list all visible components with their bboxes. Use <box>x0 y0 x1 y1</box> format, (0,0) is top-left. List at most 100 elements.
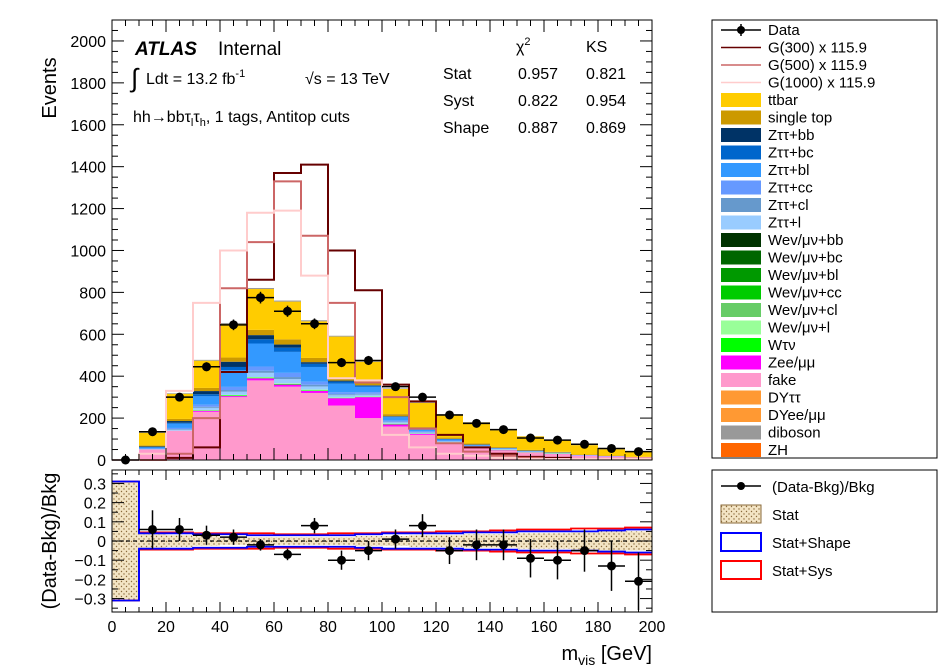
stack-bar <box>301 366 328 382</box>
stack-bar <box>382 414 409 417</box>
ratio-point <box>337 555 346 565</box>
stack-bar <box>247 343 274 367</box>
stack-bar <box>193 410 220 412</box>
stack-bar <box>328 335 355 337</box>
stack-bar <box>193 404 220 407</box>
stack-bar <box>328 381 355 384</box>
legend-swatch <box>721 285 761 300</box>
stack-bar <box>274 384 301 387</box>
stack-bar <box>328 405 355 460</box>
ratio-axes: −0.3 −0.2 −0.1 0 0.1 0.2 0.3 0 20 40 60 80 100 120 140… <box>74 470 665 636</box>
data-point <box>337 358 346 368</box>
legend-label: Data <box>768 22 800 39</box>
stack-bar <box>274 347 301 352</box>
stat-band <box>301 537 328 545</box>
x-tick-label: 140 <box>477 619 504 636</box>
stack-bar <box>247 370 274 373</box>
ratio-y-tick-label: 0.3 <box>84 476 106 493</box>
stack-bar <box>301 390 328 393</box>
stack-bar <box>274 300 301 302</box>
stack-bar <box>409 402 436 404</box>
legend-label: ZH <box>768 442 788 459</box>
stack-bar <box>274 386 301 460</box>
stack-bar <box>301 357 328 363</box>
x-tick-label: 120 <box>423 619 450 636</box>
ratio-point <box>634 576 643 586</box>
stats-row-ks: 0.954 <box>586 93 626 110</box>
legend-swatch <box>721 163 761 177</box>
stack-bar <box>328 395 355 398</box>
legend-swatch <box>721 268 761 282</box>
stack-bar <box>301 362 328 364</box>
data-point <box>472 418 481 428</box>
stack-bar <box>139 445 166 447</box>
ratio-point <box>580 546 589 556</box>
legend-label: Zττ+bc <box>768 145 814 162</box>
stack-bar <box>193 406 220 408</box>
legend-label: Wev/μν+cc <box>768 285 842 302</box>
stack-bar <box>193 396 220 405</box>
data-point <box>553 435 562 445</box>
energy-label: √s = 13 TeV <box>305 71 390 88</box>
data-point <box>283 306 292 316</box>
stack-bar <box>382 417 409 421</box>
ratio-legend-box <box>711 469 938 613</box>
stack-bar <box>571 445 598 455</box>
y-tick-label: 1200 <box>70 202 106 219</box>
ratio-point <box>499 540 508 550</box>
ratio-y-tick-label: 0.1 <box>84 515 106 532</box>
stack-bar <box>355 394 382 397</box>
ratio-point <box>175 524 184 534</box>
data-point <box>175 392 184 402</box>
data-point <box>526 433 535 443</box>
x-tick-label: 60 <box>265 619 283 636</box>
stats-table: χ2 KS Stat 0.957 0.821 Syst 0.822 0.954 … <box>443 36 626 137</box>
ratio-y-tick-label: −0.3 <box>74 592 106 609</box>
stack-bar <box>355 393 382 395</box>
stat-sys-band-down <box>112 546 652 602</box>
x-tick-label: 40 <box>211 619 229 636</box>
stats-row-ks: 0.821 <box>586 66 626 83</box>
legend-label: Zττ+cl <box>768 197 809 214</box>
data-point <box>310 319 319 329</box>
stack-bar <box>247 380 274 460</box>
ratio-point <box>148 524 157 534</box>
data-point <box>499 425 508 435</box>
legend-swatch <box>721 373 761 387</box>
stack-bar <box>436 414 463 438</box>
legend-swatch <box>721 338 761 352</box>
stack-bar <box>328 383 355 393</box>
legend-swatch <box>721 180 761 195</box>
stack-bar <box>490 447 517 448</box>
stack-bar <box>517 436 544 450</box>
stack-bar <box>220 390 247 392</box>
data-point <box>634 447 643 457</box>
stat-band <box>328 537 355 545</box>
legend-label: Stat+Shape <box>772 535 851 552</box>
selection-label: hh→bbτlτh, 1 tags, Antitop cuts <box>133 109 350 129</box>
y-tick-label: 0 <box>97 453 106 470</box>
stack-bar <box>247 329 274 336</box>
stack-bar <box>274 377 301 380</box>
stack-bar <box>139 446 166 448</box>
lumi-label: Ldt = 13.2 fb-1 <box>146 68 245 88</box>
stack-bar <box>436 441 463 443</box>
stack-bar <box>247 339 274 344</box>
stack-bar <box>463 443 490 445</box>
legend-swatch <box>721 303 761 317</box>
ratio-point <box>202 530 211 540</box>
y-tick-label: 1600 <box>70 118 106 135</box>
ratio-point <box>526 553 535 563</box>
ratio-uncertainty-bands <box>112 480 652 602</box>
legend-label: diboson <box>768 425 821 442</box>
ratio-points <box>139 510 652 611</box>
stack-bar <box>247 378 274 381</box>
stack-bar <box>301 384 328 387</box>
ratio-point <box>283 549 292 559</box>
stack-bar <box>220 396 247 398</box>
ratio-y-tick-label: 0 <box>97 534 106 551</box>
legend-label: Zττ+bl <box>768 162 809 179</box>
data-points <box>112 291 652 465</box>
legend-swatch <box>721 128 761 142</box>
ratio-legend: (Data-Bkg)/Bkg Stat Stat+Shape Stat+Sys <box>720 479 875 580</box>
